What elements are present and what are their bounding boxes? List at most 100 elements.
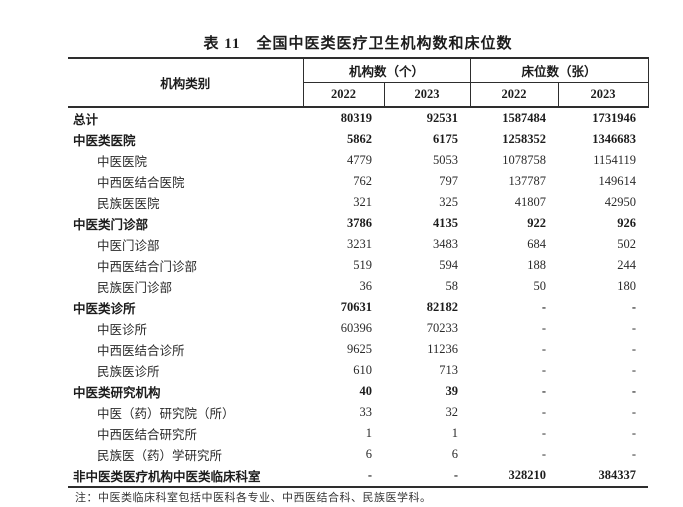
cell-value: - bbox=[541, 342, 547, 356]
cell-value: - bbox=[453, 468, 459, 482]
cell-value: 42950 bbox=[604, 195, 637, 209]
cell-value: 1 bbox=[365, 426, 372, 440]
cell-value: 244 bbox=[617, 258, 637, 272]
cell-value: 519 bbox=[353, 258, 372, 272]
cell-value: 922 bbox=[527, 216, 547, 230]
cell-value: - bbox=[541, 426, 547, 440]
row-label: 中医类诊所 bbox=[73, 302, 136, 316]
table-row: 中西医结合医院 762 797 137787 149614 bbox=[68, 171, 648, 192]
table-row: 中医类门诊部 3786 4135 922 926 bbox=[68, 213, 648, 234]
cell-value: - bbox=[541, 300, 547, 314]
cell-value: 1154119 bbox=[593, 153, 637, 167]
cell-value: 1587484 bbox=[502, 111, 547, 125]
cell-value: 610 bbox=[353, 363, 372, 377]
cell-value: 4135 bbox=[433, 216, 459, 230]
cell-value: 41807 bbox=[514, 195, 547, 209]
table-row: 中医诊所 60396 70233 - - bbox=[68, 318, 648, 339]
cell-value: 39 bbox=[445, 384, 459, 398]
row-label: 中西医结合门诊部 bbox=[97, 260, 198, 274]
cell-value: 384337 bbox=[598, 468, 637, 482]
table-row: 中西医结合诊所 9625 11236 - - bbox=[68, 339, 648, 360]
cell-value: 33 bbox=[359, 405, 373, 419]
row-label: 民族医（药）学研究所 bbox=[97, 449, 223, 463]
row-label: 中医类研究机构 bbox=[73, 386, 161, 400]
group-header-institution-count: 机构数（个） bbox=[302, 57, 471, 83]
cell-value: 6175 bbox=[433, 132, 459, 146]
table-footnote: 注：中医类临床科室包括中医科各专业、中西医结合科、民族医学科。 bbox=[75, 492, 432, 504]
cell-value: - bbox=[631, 405, 637, 419]
cell-value: - bbox=[631, 363, 637, 377]
cell-value: 36 bbox=[359, 279, 373, 293]
cell-value: 926 bbox=[617, 216, 637, 230]
cell-value: 325 bbox=[439, 195, 459, 209]
cell-value: 188 bbox=[527, 258, 547, 272]
cell-value: 58 bbox=[445, 279, 459, 293]
cell-value: - bbox=[631, 426, 637, 440]
cell-value: 70233 bbox=[426, 321, 459, 335]
cell-value: 6 bbox=[451, 447, 459, 461]
cell-value: - bbox=[631, 342, 637, 356]
cell-value: 5862 bbox=[347, 132, 372, 146]
cell-value: - bbox=[541, 321, 547, 335]
cell-value: 5053 bbox=[433, 153, 459, 167]
cell-value: 684 bbox=[527, 237, 547, 251]
cell-value: - bbox=[541, 447, 547, 461]
column-header-institution-type: 机构类别 bbox=[68, 57, 304, 108]
cell-value: 180 bbox=[617, 279, 637, 293]
cell-value: 1258352 bbox=[502, 132, 547, 146]
row-label: 中医类医院 bbox=[73, 134, 136, 148]
cell-value: 70631 bbox=[340, 300, 372, 314]
row-label: 民族医诊所 bbox=[97, 365, 160, 379]
cell-value: - bbox=[367, 468, 372, 482]
cell-value: 50 bbox=[533, 279, 547, 293]
statistics-table: 机构类别 机构数（个） 床位数（张） 2022 2023 2022 2023 总… bbox=[68, 57, 649, 488]
table-body: 总计 80319 92531 1587484 1731946 中医类医院 5862 6175 1… bbox=[68, 107, 648, 487]
cell-value: 1731946 bbox=[592, 111, 637, 125]
table-row: 中西医结合研究所 1 1 - - bbox=[68, 423, 648, 444]
year-header-beds-2022: 2022 bbox=[469, 82, 559, 108]
cell-value: 797 bbox=[439, 174, 459, 188]
table-row: 中医（药）研究院（所） 33 32 - - bbox=[68, 402, 648, 423]
cell-value: 80319 bbox=[340, 111, 372, 125]
table-row: 民族医诊所 610 713 - - bbox=[68, 360, 648, 381]
table-row: 民族医门诊部 36 58 50 180 bbox=[68, 276, 648, 297]
table-row: 中医门诊部 3231 3483 684 502 bbox=[68, 234, 648, 255]
row-label: 中医门诊部 bbox=[97, 239, 160, 253]
table-title: 表 11 全国中医类医疗卫生机构数和床位数 bbox=[203, 36, 513, 52]
cell-value: - bbox=[541, 363, 547, 377]
row-label: 非中医类医疗机构中医类临床科室 bbox=[73, 470, 261, 484]
row-label: 民族医门诊部 bbox=[97, 281, 173, 295]
table-row: 中医类诊所 70631 82182 - - bbox=[68, 297, 648, 318]
table-row: 中医类研究机构 40 39 - - bbox=[68, 381, 648, 402]
year-header-beds-2023: 2023 bbox=[557, 82, 649, 108]
cell-value: - bbox=[631, 321, 637, 335]
row-label: 中西医结合研究所 bbox=[97, 428, 198, 442]
cell-value: 321 bbox=[353, 195, 372, 209]
table-header: 机构类别 机构数（个） 床位数（张） 2022 2023 2022 2023 bbox=[68, 57, 649, 108]
row-label: 民族医医院 bbox=[97, 197, 160, 211]
row-label: 中医诊所 bbox=[97, 323, 148, 337]
table-row: 中西医结合门诊部 519 594 188 244 bbox=[68, 255, 648, 276]
cell-value: - bbox=[631, 447, 637, 461]
cell-value: 1 bbox=[451, 426, 459, 440]
table-row: 民族医医院 321 325 41807 42950 bbox=[68, 192, 648, 213]
cell-value: 92531 bbox=[426, 111, 459, 125]
cell-value: 3231 bbox=[347, 237, 372, 251]
cell-value: 9625 bbox=[347, 342, 372, 356]
cell-value: - bbox=[631, 300, 637, 314]
cell-value: 1078758 bbox=[502, 153, 547, 167]
cell-value: 32 bbox=[445, 405, 459, 419]
cell-value: 3483 bbox=[433, 237, 459, 251]
year-header-institutions-2023: 2023 bbox=[383, 82, 471, 108]
cell-value: 594 bbox=[439, 258, 459, 272]
cell-value: 4779 bbox=[347, 153, 372, 167]
row-label: 中医类门诊部 bbox=[73, 218, 149, 232]
cell-value: 6 bbox=[365, 447, 372, 461]
year-header-institutions-2022: 2022 bbox=[302, 82, 385, 108]
cell-value: 762 bbox=[353, 174, 372, 188]
row-label: 总计 bbox=[73, 113, 99, 127]
cell-value: - bbox=[541, 405, 547, 419]
row-label: 中医医院 bbox=[97, 155, 148, 169]
cell-value: - bbox=[631, 384, 637, 398]
